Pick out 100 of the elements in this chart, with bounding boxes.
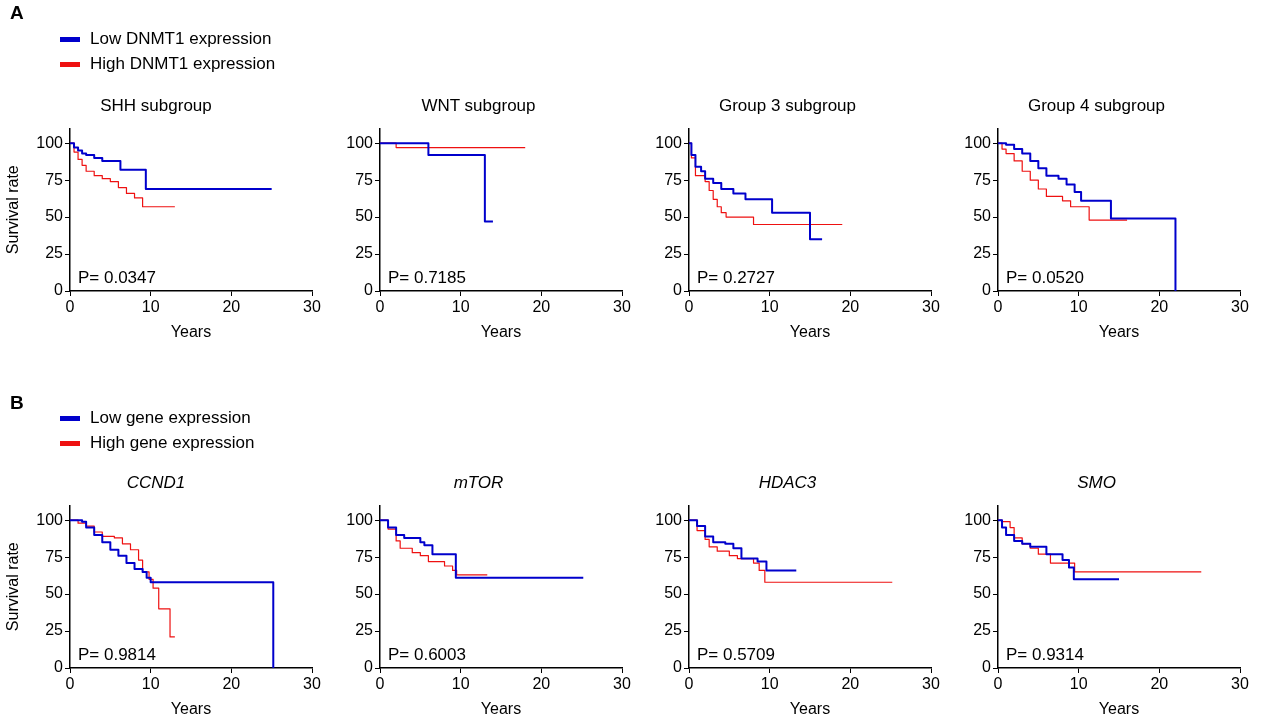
- x-tick-label: 10: [451, 675, 470, 693]
- x-tick-label: 10: [760, 675, 779, 693]
- y-tick-label: 100: [346, 510, 374, 528]
- y-tick-label: 50: [355, 207, 374, 225]
- y-tick-label: 100: [964, 510, 992, 528]
- y-tick-label: 50: [45, 207, 64, 225]
- legend-label: High DNMT1 expression: [90, 54, 276, 73]
- x-tick-label: 20: [222, 675, 241, 693]
- x-tick-label: 20: [1150, 675, 1169, 693]
- legend-label: Low gene expression: [90, 408, 251, 427]
- x-tick-label: 30: [303, 298, 321, 316]
- y-tick-label: 25: [45, 621, 64, 639]
- x-axis-title: Years: [170, 322, 212, 340]
- x-tick-label: 0: [684, 298, 694, 316]
- y-tick-label: 75: [355, 547, 374, 565]
- y-tick-label: 75: [45, 170, 64, 188]
- x-axis-title: Years: [1098, 699, 1140, 717]
- chart-title: Group 3 subgroup: [718, 95, 857, 115]
- legend-label: Low DNMT1 expression: [90, 29, 272, 48]
- x-axis-title: Years: [789, 322, 831, 340]
- x-tick-label: 0: [375, 298, 385, 316]
- y-tick-label: 25: [45, 244, 64, 262]
- y-tick-label: 50: [664, 584, 683, 602]
- text: A: [10, 2, 24, 24]
- y-tick-label: 0: [673, 658, 683, 676]
- annotation: P= 0.2727: [697, 268, 775, 288]
- y-tick-label: 50: [664, 207, 683, 225]
- y-tick-label: 75: [664, 170, 683, 188]
- x-tick-label: 20: [222, 298, 241, 316]
- legend-label: High gene expression: [90, 433, 255, 452]
- y-tick-label: 75: [664, 547, 683, 565]
- x-tick-label: 10: [141, 298, 160, 316]
- annotation: P= 0.9314: [1006, 645, 1084, 665]
- y-tick-label: 25: [355, 244, 374, 262]
- y-tick-label: 100: [346, 133, 374, 151]
- x-tick-label: 0: [993, 298, 1003, 316]
- x-tick-label: 0: [65, 675, 75, 693]
- chart-title: mTOR: [453, 472, 504, 492]
- x-tick-label: 10: [1069, 298, 1088, 316]
- y-tick-label: 0: [54, 281, 64, 299]
- x-axis-title: Years: [480, 322, 522, 340]
- y-tick-label: 0: [364, 658, 374, 676]
- x-tick-label: 30: [613, 298, 631, 316]
- y-tick-label: 50: [973, 207, 992, 225]
- y-tick-label: 50: [45, 584, 64, 602]
- y-axis-title: Survival rate: [4, 542, 22, 632]
- chart-title: Group 4 subgroup: [1027, 95, 1166, 115]
- y-tick-label: 25: [664, 244, 683, 262]
- x-tick-label: 10: [141, 675, 160, 693]
- x-tick-label: 10: [760, 298, 779, 316]
- chart-title: WNT subgroup: [421, 95, 536, 115]
- x-tick-label: 10: [451, 298, 470, 316]
- x-tick-label: 0: [993, 675, 1003, 693]
- y-tick-label: 50: [355, 584, 374, 602]
- x-axis-title: Years: [1098, 322, 1140, 340]
- x-tick-label: 10: [1069, 675, 1088, 693]
- chart-title: CCND1: [126, 472, 186, 492]
- y-tick-label: 100: [36, 133, 64, 151]
- x-tick-label: 20: [532, 298, 551, 316]
- y-tick-label: 75: [973, 170, 992, 188]
- y-axis-title: Survival rate: [4, 165, 22, 255]
- x-tick-label: 30: [1231, 675, 1249, 693]
- y-tick-label: 25: [973, 621, 992, 639]
- annotation: P= 0.5709: [697, 645, 775, 665]
- x-tick-label: 0: [65, 298, 75, 316]
- y-tick-label: 100: [36, 510, 64, 528]
- text: B: [10, 392, 24, 414]
- x-tick-label: 20: [1150, 298, 1169, 316]
- annotation: P= 0.0520: [1006, 268, 1084, 288]
- x-tick-label: 30: [922, 298, 940, 316]
- y-tick-label: 75: [45, 547, 64, 565]
- x-tick-label: 30: [1231, 298, 1249, 316]
- x-axis-title: Years: [480, 699, 522, 717]
- y-tick-label: 100: [655, 133, 683, 151]
- chart-title: SMO: [1077, 472, 1116, 492]
- x-tick-label: 20: [841, 675, 860, 693]
- x-tick-label: 30: [613, 675, 631, 693]
- x-axis-title: Years: [170, 699, 212, 717]
- y-tick-label: 50: [973, 584, 992, 602]
- y-tick-label: 25: [973, 244, 992, 262]
- annotation: P= 0.0347: [78, 268, 156, 288]
- chart-title: SHH subgroup: [100, 95, 212, 115]
- x-tick-label: 20: [532, 675, 551, 693]
- x-tick-label: 0: [375, 675, 385, 693]
- annotation: P= 0.6003: [388, 645, 466, 665]
- y-tick-label: 0: [982, 281, 992, 299]
- x-tick-label: 30: [922, 675, 940, 693]
- y-tick-label: 0: [982, 658, 992, 676]
- y-tick-label: 100: [964, 133, 992, 151]
- annotation: P= 0.7185: [388, 268, 466, 288]
- x-tick-label: 30: [303, 675, 321, 693]
- chart-title: HDAC3: [758, 472, 817, 492]
- y-tick-label: 100: [655, 510, 683, 528]
- y-tick-label: 0: [364, 281, 374, 299]
- annotation: P= 0.9814: [78, 645, 156, 665]
- x-axis-title: Years: [789, 699, 831, 717]
- y-tick-label: 25: [664, 621, 683, 639]
- y-tick-label: 75: [355, 170, 374, 188]
- y-tick-label: 75: [973, 547, 992, 565]
- y-tick-label: 25: [355, 621, 374, 639]
